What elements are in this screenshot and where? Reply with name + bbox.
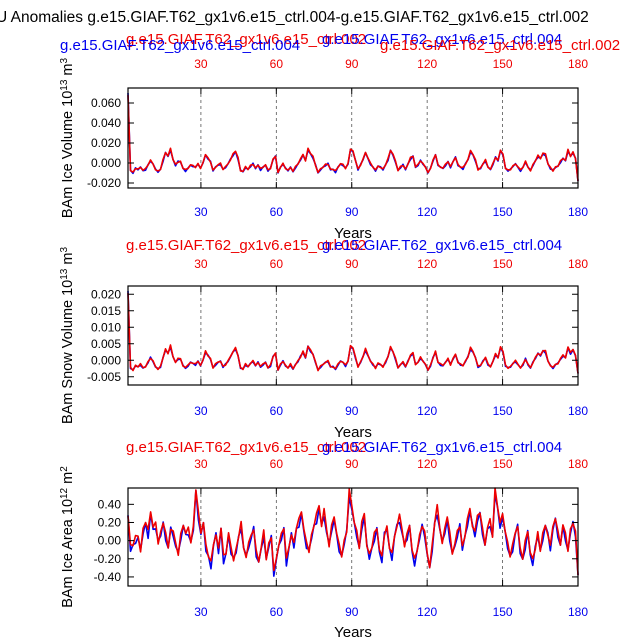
x-tick-label-top: 90	[345, 57, 359, 71]
series-line-red	[127, 95, 579, 182]
x-tick-label-top: 180	[568, 257, 588, 271]
y-tick-label: 0.00	[98, 534, 122, 548]
x-tick-label-bottom: 180	[568, 404, 588, 418]
plot-frame	[127, 487, 579, 587]
x-tick-label-top: 180	[568, 57, 588, 71]
y-tick-label: -0.20	[94, 552, 122, 566]
y-tick-label: -0.40	[94, 570, 122, 584]
series-line-red	[127, 293, 579, 374]
x-tick-label-top: 60	[270, 457, 284, 471]
series-line-blue	[127, 290, 579, 374]
y-tick-label: 0.015	[91, 304, 121, 318]
x-tick-label-top: 60	[270, 57, 284, 71]
x-axis-label: Years	[334, 424, 372, 441]
panel-title-red-right: g.e15.GIAF.T62_gx1v6.e15_ctrl.002	[380, 37, 620, 54]
panel-title-blue: g.e15.GIAF.T62_gx1v6.e15_ctrl.004	[322, 439, 562, 456]
panel-ice_volume: -0.020 0.000 0.020 0.040 0.060 30 30 60 60 90 90 12…	[59, 31, 621, 242]
x-tick-label-bottom: 150	[493, 605, 513, 619]
x-tick-label-top: 90	[345, 257, 359, 271]
panel-title-blue: g.e15.GIAF.T62_gx1v6.e15_ctrl.004	[60, 37, 300, 54]
y-tick-label: 0.060	[91, 96, 121, 110]
panel-title-blue: g.e15.GIAF.T62_gx1v6.e15_ctrl.004	[322, 237, 562, 254]
panel-snow_volume: -0.005 0.000 0.005 0.010 0.015 0.020 30 30 60 60 9…	[59, 237, 589, 441]
plot-frame	[127, 285, 579, 386]
x-tick-label-top: 120	[417, 457, 437, 471]
y-tick-label: 0.040	[91, 116, 121, 130]
x-tick-label-bottom: 150	[493, 404, 513, 418]
y-tick-label: 0.010	[91, 320, 121, 334]
x-tick-label-top: 180	[568, 457, 588, 471]
x-tick-label-bottom: 30	[194, 404, 208, 418]
x-tick-label-bottom: 90	[345, 605, 359, 619]
x-tick-label-top: 120	[417, 57, 437, 71]
panel-title-red: g.e15.GIAF.T62_gx1v6.e15_ctrl.002	[126, 31, 366, 48]
x-tick-label-bottom: 30	[194, 205, 208, 219]
x-axis-label: Years	[334, 225, 372, 242]
y-axis-label: BAm Ice Volume 1013 m3	[59, 57, 77, 218]
y-tick-label: 0.000	[91, 353, 121, 367]
x-tick-label-top: 30	[194, 57, 208, 71]
x-tick-label-top: 150	[493, 57, 513, 71]
y-tick-label: 0.020	[91, 136, 121, 150]
panel-title-blue-right: g.e15.GIAF.T62_gx1v6.e15_ctrl.004	[322, 31, 562, 48]
x-tick-label-bottom: 180	[568, 205, 588, 219]
x-tick-label-bottom: 120	[417, 605, 437, 619]
panel-title-red: g.e15.GIAF.T62_gx1v6.e15_ctrl.002	[126, 439, 366, 456]
x-tick-label-top: 30	[194, 257, 208, 271]
x-tick-label-bottom: 120	[417, 404, 437, 418]
x-tick-label-top: 150	[493, 457, 513, 471]
panel-title-red: g.e15.GIAF.T62_gx1v6.e15_ctrl.002	[126, 237, 366, 254]
x-tick-label-top: 150	[493, 257, 513, 271]
x-tick-label-bottom: 180	[568, 605, 588, 619]
x-tick-label-bottom: 120	[417, 205, 437, 219]
y-axis-label: BAm Ice Area 1012 m2	[59, 466, 77, 608]
y-tick-label: 0.000	[91, 156, 121, 170]
main-title: U Anomalies g.e15.GIAF.T62_gx1v6.e15_ctr…	[0, 9, 589, 26]
x-tick-label-top: 30	[194, 457, 208, 471]
x-tick-label-bottom: 30	[194, 605, 208, 619]
y-axis-label: BAm Snow Volume 1013 m3	[59, 247, 77, 425]
y-tick-label: -0.005	[87, 370, 121, 384]
y-tick-label: 0.005	[91, 337, 121, 351]
x-tick-label-bottom: 60	[270, 404, 284, 418]
x-tick-label-top: 120	[417, 257, 437, 271]
series-line-red	[127, 487, 579, 576]
x-tick-label-bottom: 60	[270, 605, 284, 619]
x-tick-label-top: 60	[270, 257, 284, 271]
x-tick-label-bottom: 60	[270, 205, 284, 219]
x-tick-label-bottom: 90	[345, 404, 359, 418]
y-tick-label: 0.40	[98, 497, 122, 511]
y-tick-label: 0.20	[98, 515, 122, 529]
x-tick-label-bottom: 90	[345, 205, 359, 219]
plot-frame	[127, 87, 579, 189]
x-axis-label: Years	[334, 624, 372, 638]
x-tick-label-top: 90	[345, 457, 359, 471]
panel-ice_area: -0.40 -0.20 0.00 0.20 0.40 30 30 60 60 90 90 120 120…	[59, 439, 589, 638]
y-tick-label: 0.020	[91, 287, 121, 301]
y-tick-label: -0.020	[87, 176, 121, 190]
x-tick-label-bottom: 150	[493, 205, 513, 219]
